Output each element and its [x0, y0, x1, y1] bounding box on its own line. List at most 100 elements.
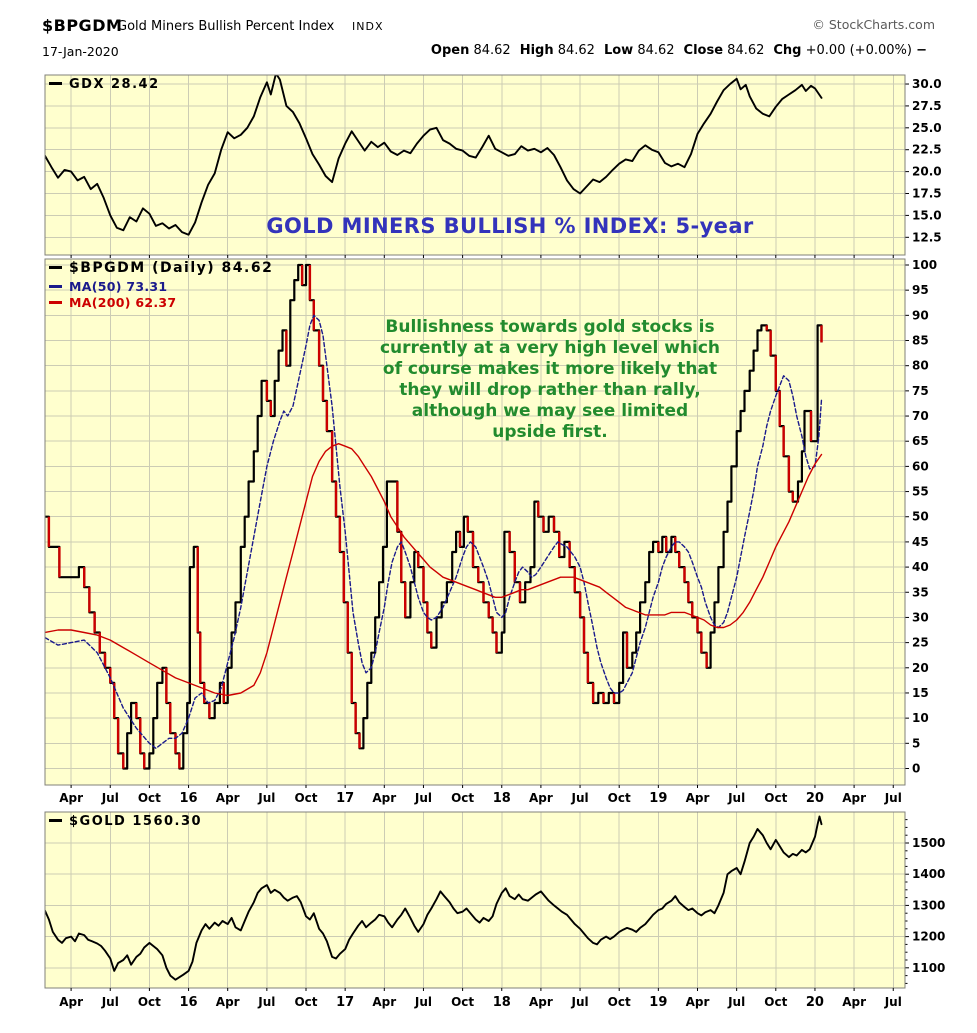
x-month-label: Apr — [842, 995, 866, 1009]
ohlc-row: Open 84.62 High 84.62 Low 84.62 Close 84.62… — [431, 43, 927, 58]
exchange-label: INDX — [352, 20, 384, 33]
y-tick-label: 80 — [912, 359, 929, 373]
y-tick-label: 12.5 — [912, 230, 942, 244]
y-tick-label: 85 — [912, 334, 929, 348]
x-year-label: 20 — [806, 995, 824, 1010]
y-tick-label: 50 — [912, 510, 929, 524]
x-month-label: Jul — [727, 791, 745, 805]
bpgdm_panel: 1009590858075706560555045403530252015105… — [44, 258, 937, 788]
x-month-label: Apr — [59, 995, 83, 1009]
x-month-label: Jul — [570, 791, 588, 805]
x-month-label: Oct — [138, 995, 161, 1009]
ma50-line-swatch-icon — [49, 285, 62, 288]
ma200-legend: MA(200) 62.37 — [49, 295, 176, 310]
x-month-label: Apr — [529, 791, 553, 805]
y-tick-label: 17.5 — [912, 187, 942, 201]
series-MA(200) — [45, 443, 823, 697]
x-axis-labels: Apr Jul Oct 16 Apr Jul Oct 17 Apr Jul Oct 18 Apr Jul O… — [59, 791, 902, 806]
x-month-label: Oct — [764, 995, 787, 1009]
bpgdm-legend: $BPGDM (Daily) 84.62 — [49, 260, 273, 276]
change-value: +0.00 (+0.00%) — [805, 43, 912, 58]
y-tick-label: 1400 — [912, 867, 945, 881]
open-value: 84.62 — [473, 43, 511, 58]
x-month-label: Apr — [372, 995, 396, 1009]
x-month-label: Oct — [294, 791, 317, 805]
x-month-label: Jul — [884, 995, 902, 1009]
x-month-label: Jul — [570, 995, 588, 1009]
low-label: Low — [603, 43, 634, 58]
gold-legend: $GOLD 1560.30 — [49, 814, 202, 829]
gold_panel: 1500 1400 1300 1200 1100 — [44, 811, 945, 991]
symbol-name: Gold Miners Bullish Percent Index — [117, 19, 335, 34]
high-label: High — [519, 43, 554, 58]
y-tick-label: 20.0 — [912, 165, 942, 179]
gdx-legend-label: GDX 28.42 — [69, 77, 160, 92]
x-month-label: Apr — [216, 791, 240, 805]
y-tick-label: 5 — [912, 736, 920, 750]
symbol: $BPGDM — [42, 16, 123, 35]
y-tick-label: 100 — [912, 258, 937, 272]
ma200-line-swatch-icon — [49, 301, 62, 304]
x-month-label: Jul — [884, 791, 902, 805]
y-tick-label: 30.0 — [912, 77, 942, 91]
x-month-label: Oct — [451, 791, 474, 805]
y-tick-label: 0 — [912, 761, 920, 775]
x-year-label: 18 — [493, 995, 511, 1010]
gdx_panel: 30.0 27.5 25.0 22.5 20.0 17.5 15.0 12.5 — [44, 74, 942, 258]
bpgdm-legend-label: $BPGDM (Daily) 84.62 — [69, 260, 274, 276]
x-year-label: 16 — [180, 791, 198, 806]
y-tick-label: 95 — [912, 283, 929, 297]
gold-line-swatch-icon — [49, 819, 62, 822]
x-month-label: Jul — [414, 995, 432, 1009]
x-month-label: Jul — [257, 791, 275, 805]
series-$GOLD — [45, 815, 823, 981]
y-tick-label: 35 — [912, 585, 929, 599]
x-month-label: Apr — [529, 995, 553, 1009]
x-month-label: Apr — [372, 791, 396, 805]
gold-legend-label: $GOLD 1560.30 — [69, 814, 203, 829]
x-month-label: Jul — [414, 791, 432, 805]
y-tick-label: 25.0 — [912, 121, 942, 135]
x-year-label: 20 — [806, 791, 824, 806]
x-month-label: Apr — [216, 995, 240, 1009]
high-value: 84.62 — [557, 43, 595, 58]
x-month-label: Oct — [138, 791, 161, 805]
y-tick-label: 10 — [912, 711, 929, 725]
x-axis-labels: Apr Jul Oct 16 Apr Jul Oct 17 Apr Jul Oct 18 Apr Jul O… — [59, 995, 902, 1010]
open-label: Open — [430, 43, 470, 58]
x-month-label: Apr — [686, 995, 710, 1009]
x-month-label: Jul — [257, 995, 275, 1009]
y-tick-label: 1100 — [912, 961, 945, 975]
stockcharts-credit: © StockCharts.com — [812, 17, 935, 32]
close-value: 84.62 — [727, 43, 765, 58]
y-tick-label: 1300 — [912, 898, 945, 912]
commentary-annotation: Bullishness towards gold stocks is curre… — [379, 317, 721, 442]
ma50-legend-label: MA(50) 73.31 — [69, 279, 168, 294]
y-tick-label: 1500 — [912, 836, 945, 850]
x-year-label: 17 — [336, 995, 354, 1010]
y-tick-label: 70 — [912, 409, 929, 423]
x-month-label: Jul — [101, 791, 119, 805]
low-value: 84.62 — [637, 43, 675, 58]
y-tick-label: 55 — [912, 485, 929, 499]
gdx-legend: GDX 28.42 — [49, 77, 160, 92]
y-tick-label: 27.5 — [912, 99, 942, 113]
ma200-legend-label: MA(200) 62.37 — [69, 295, 177, 310]
x-month-label: Jul — [727, 995, 745, 1009]
x-month-label: Oct — [608, 791, 631, 805]
y-tick-label: 40 — [912, 560, 929, 574]
y-tick-label: 45 — [912, 535, 929, 549]
bpgdm-line-swatch-icon — [49, 266, 62, 269]
y-tick-label: 1200 — [912, 930, 945, 944]
y-tick-label: 60 — [912, 459, 929, 473]
x-month-label: Apr — [686, 791, 710, 805]
x-month-label: Oct — [764, 791, 787, 805]
x-year-label: 16 — [180, 995, 198, 1010]
y-tick-label: 75 — [912, 384, 929, 398]
y-tick-label: 15.0 — [912, 208, 942, 222]
y-tick-label: 22.5 — [912, 143, 942, 157]
close-label: Close — [683, 43, 724, 58]
x-year-label: 18 — [493, 791, 511, 806]
x-year-label: 17 — [336, 791, 354, 806]
